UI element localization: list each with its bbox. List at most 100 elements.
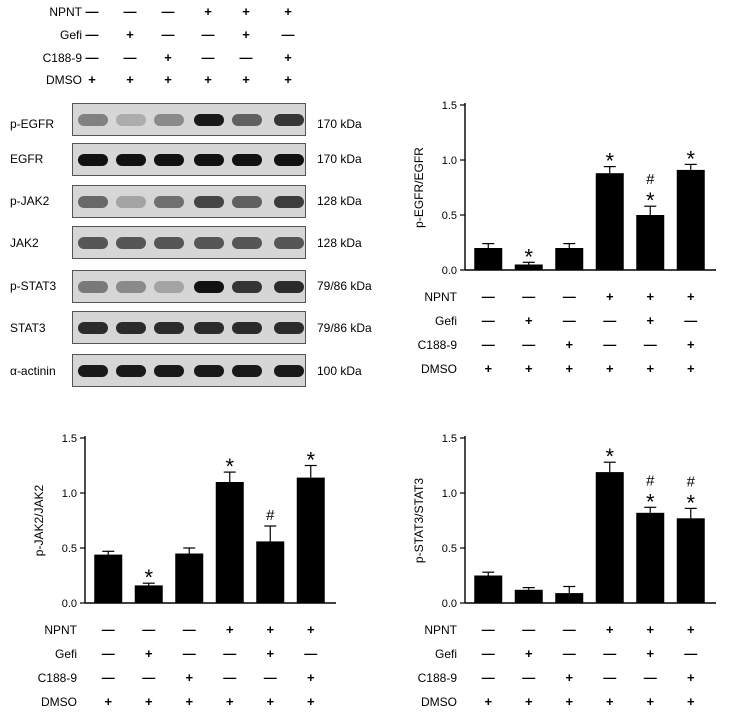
treatment-row-label: Gefi: [55, 647, 77, 661]
treatment-symbol: +: [525, 361, 533, 376]
bar: [676, 518, 705, 603]
y-tick-label: 1.5: [442, 100, 457, 112]
treatment-symbol: —: [482, 622, 495, 637]
blot-band: [78, 281, 108, 293]
treatment-symbol: —: [522, 337, 535, 352]
treatment-symbol: —: [304, 646, 317, 661]
y-tick-label: 0.5: [442, 543, 457, 555]
treatment-symbol: +: [145, 646, 153, 661]
treatment-symbol: —: [563, 646, 576, 661]
significance-star: *: [524, 244, 533, 269]
treatment-row-label: DMSO: [421, 695, 457, 709]
blot-strip: [72, 354, 306, 387]
treatment-symbol: +: [266, 622, 274, 637]
y-tick-label: 1.0: [442, 155, 457, 167]
bar: [474, 248, 503, 270]
treatment-symbol: —: [102, 646, 115, 661]
blot-treatment-symbol: +: [164, 50, 172, 65]
treatment-row-label: Gefi: [435, 647, 457, 661]
treatment-symbol: +: [104, 694, 112, 709]
blot-strip: [72, 226, 306, 259]
blot-band: [274, 281, 304, 293]
bar: [175, 553, 204, 603]
treatment-symbol: +: [646, 646, 654, 661]
blot-treatment-symbol: +: [164, 72, 172, 87]
blot-label-p-egfr: p-EGFR: [10, 117, 55, 131]
treatment-symbol: +: [606, 289, 614, 304]
significance-hash: #: [687, 473, 696, 490]
treatment-symbol: +: [606, 622, 614, 637]
blot-band: [116, 322, 146, 334]
blot-label-stat3: STAT3: [10, 321, 46, 335]
y-tick-label: 0.0: [442, 598, 457, 610]
blot-treatment-symbol: —: [281, 27, 295, 42]
treatment-symbol: —: [482, 646, 495, 661]
treatment-symbol: —: [603, 337, 616, 352]
blot-treatment-symbol: +: [126, 27, 134, 42]
blot-label-egfr: EGFR: [10, 152, 44, 166]
treatment-symbol: +: [307, 622, 315, 637]
blot-label-p-stat3: p-STAT3: [10, 279, 57, 293]
y-tick-label: 0.0: [442, 265, 457, 277]
blot-band: [154, 322, 184, 334]
bar: [134, 585, 163, 603]
treatment-symbol: +: [565, 337, 573, 352]
treatment-symbol: +: [646, 361, 654, 376]
treatment-symbol: —: [603, 646, 616, 661]
treatment-symbol: +: [226, 622, 234, 637]
treatment-label-npnt: NPNT: [49, 5, 82, 19]
blot-band: [154, 154, 184, 166]
treatment-row-label: C188-9: [38, 671, 78, 685]
treatment-symbol: —: [482, 337, 495, 352]
y-tick-label: 0.5: [62, 543, 77, 555]
blot-band: [274, 154, 304, 166]
treatment-symbol: +: [484, 694, 492, 709]
treatment-symbol: +: [484, 361, 492, 376]
blot-band: [232, 237, 262, 249]
y-tick-label: 1.0: [442, 488, 457, 500]
blot-band: [78, 237, 108, 249]
treatment-row-label: NPNT: [44, 623, 77, 637]
treatment-symbol: +: [525, 646, 533, 661]
treatment-symbol: +: [307, 694, 315, 709]
blot-band: [232, 281, 262, 293]
blot-treatment-symbol: —: [239, 50, 253, 65]
bar: [215, 482, 244, 603]
treatment-label-gefi: Gefi: [59, 28, 82, 42]
y-axis-label: p-EGFR/EGFR: [412, 147, 426, 228]
blot-band: [116, 114, 146, 126]
blot-band: [232, 196, 262, 208]
treatment-symbol: —: [482, 313, 495, 328]
blot-strip: [72, 311, 306, 344]
treatment-symbol: +: [226, 694, 234, 709]
blot-band: [232, 365, 262, 377]
bar: [636, 215, 665, 270]
blot-band: [232, 154, 262, 166]
blot-treatment-symbol: —: [161, 4, 175, 19]
treatment-symbol: —: [482, 670, 495, 685]
treatment-symbol: +: [565, 694, 573, 709]
treatment-symbol: —: [522, 289, 535, 304]
blot-mw-p-stat3: 79/86 kDa: [317, 279, 372, 293]
treatment-symbol: —: [563, 289, 576, 304]
treatment-row-label: NPNT: [424, 623, 457, 637]
blot-band: [154, 237, 184, 249]
treatment-row-label: DMSO: [421, 362, 457, 376]
treatment-symbol: —: [684, 646, 697, 661]
treatment-symbol: —: [102, 670, 115, 685]
treatment-symbol: +: [687, 694, 695, 709]
treatment-symbol: +: [646, 622, 654, 637]
treatment-symbol: +: [565, 361, 573, 376]
chart-p-jak2-jak2: 0.0 0.5 1.0 1.5 p-JAK2/JAK2 * * # * NPNT — — — + + + Gef…: [32, 433, 336, 709]
significance-star: *: [605, 444, 614, 469]
treatment-symbol: +: [307, 670, 315, 685]
significance-star: *: [646, 188, 655, 213]
treatment-label-dmso: DMSO: [46, 73, 82, 87]
treatment-symbol: —: [183, 622, 196, 637]
treatment-symbol: —: [684, 313, 697, 328]
blot-band: [274, 237, 304, 249]
significance-star: *: [686, 146, 695, 171]
blot-band: [154, 114, 184, 126]
blot-band: [78, 322, 108, 334]
blot-mw-egfr: 170 kDa: [317, 152, 362, 166]
